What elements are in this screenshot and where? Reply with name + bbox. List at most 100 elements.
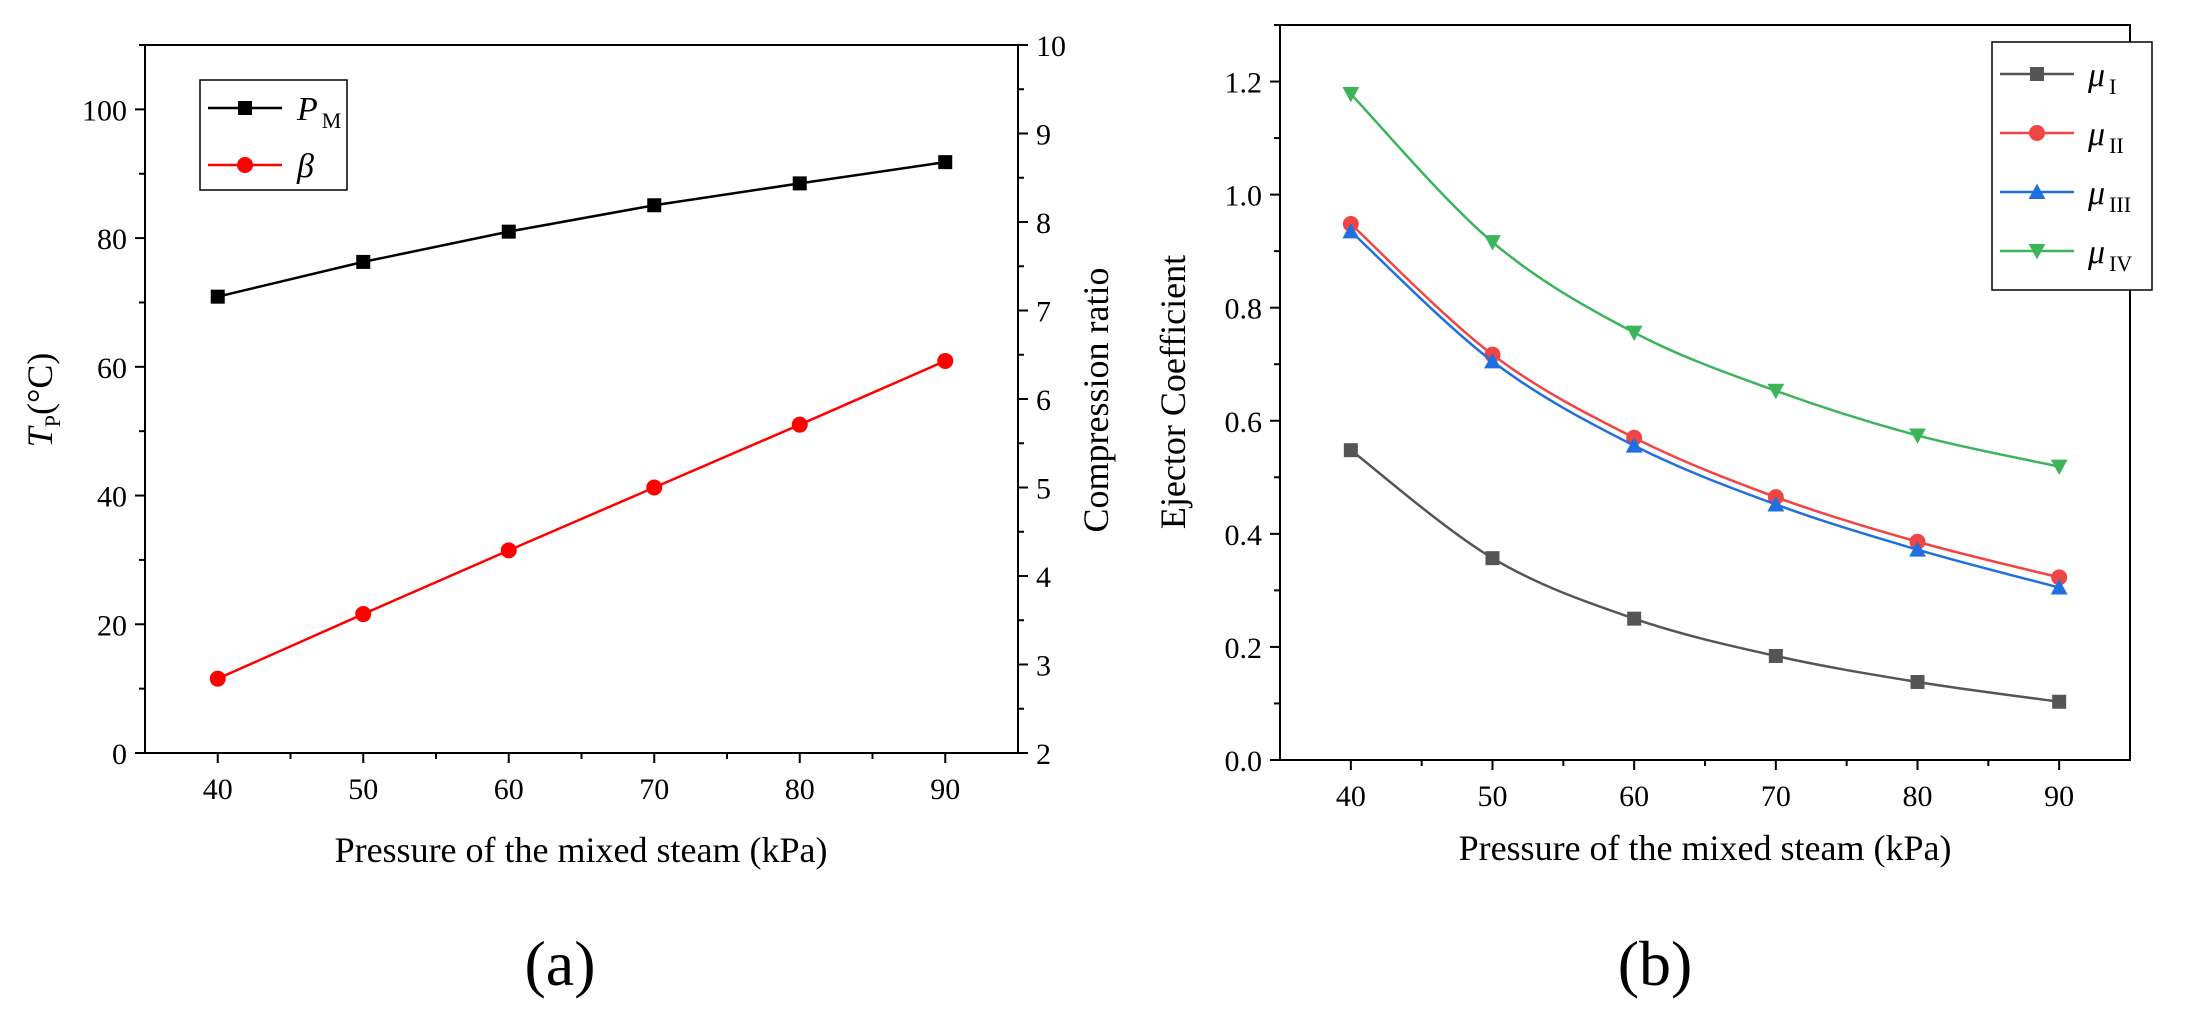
chart-a-point-1 (646, 479, 663, 496)
chart-a-x-tick-label: 80 (785, 773, 815, 806)
chart-b-point-3 (1909, 428, 1926, 444)
chart-b-x-tick-label: 90 (2044, 780, 2074, 813)
chart-a-y2-tick-label: 8 (1036, 207, 1051, 240)
chart-b-point-2 (1625, 437, 1643, 453)
chart-a: 40 50 60 70 80 90 0 20 40 60 80 100 2 3 4 5 6 7 8 9 10 Press… (20, 30, 1116, 999)
chart-b-point-0 (1910, 674, 1925, 689)
chart-b-legend-marker-1 (2029, 125, 2045, 141)
chart-b-y-tick-label: 0.0 (1225, 745, 1263, 778)
chart-a-y-tick-label: 100 (82, 94, 127, 127)
chart-a-legend-marker-0 (238, 101, 252, 115)
chart-b-x-tick-label: 70 (1761, 780, 1791, 813)
chart-a-ylabel-main: T (20, 424, 60, 447)
chart-b-point-3 (1625, 325, 1643, 341)
chart-b-series-line-3 (1349, 93, 2060, 468)
chart-a-y2-tick-label: 5 (1036, 473, 1051, 506)
chart-a-point-0 (938, 155, 953, 170)
chart-a-xlabel: Pressure of the mixed steam (kPa) (335, 830, 828, 870)
chart-b-point-2 (1484, 353, 1501, 369)
chart-a-series-line-0 (217, 160, 946, 298)
chart-a-point-0 (647, 198, 662, 213)
chart-a-point-1 (500, 542, 517, 559)
chart-a-point-0 (501, 224, 516, 239)
chart-a-y2-tick-label: 2 (1036, 738, 1051, 771)
chart-b-y-tick-label: 0.2 (1225, 632, 1263, 665)
chart-b-point-3 (1342, 86, 1360, 103)
chart-b-legend-box (1991, 41, 2153, 291)
chart-a-x-tick-label: 40 (203, 773, 233, 806)
chart-b-marks (1342, 86, 2068, 709)
chart-b-legend-marker-2 (2028, 183, 2046, 199)
chart-a-point-0 (356, 254, 371, 269)
chart-a-marks (209, 155, 954, 687)
chart-a-y2-tick-label: 10 (1036, 30, 1066, 63)
chart-a-x-tick-label: 90 (930, 773, 960, 806)
chart-b-ylabel: Ejector Coefficient (1153, 255, 1193, 529)
chart-a-y2-tick-label: 4 (1036, 561, 1051, 594)
chart-a-x-tick-label: 70 (639, 773, 669, 806)
chart-a-y2label: Compression ratio (1076, 268, 1116, 533)
chart-a-legend-label-1: β (296, 148, 314, 185)
chart-a-y2-tick-label: 3 (1036, 650, 1051, 683)
chart-b-point-3 (1767, 383, 1785, 400)
chart-a-x-tick-label: 50 (348, 773, 378, 806)
chart-b-series-line-2 (1349, 230, 2060, 589)
chart-b-x-tick-label: 40 (1336, 780, 1366, 813)
chart-b-y-tick-label: 1.0 (1225, 180, 1263, 213)
chart-b-point-2 (1909, 541, 1926, 557)
chart-b-point-3 (2050, 459, 2068, 475)
chart-a-point-1 (209, 670, 226, 687)
chart-b-xlabel: Pressure of the mixed steam (kPa) (1459, 828, 1952, 868)
chart-b-legend-marker-0 (2030, 67, 2044, 81)
chart-a-axes: 40 50 60 70 80 90 0 20 40 60 80 100 2 3 4 5 6 7 8 9 10 (82, 30, 1066, 806)
chart-b-point-0 (2052, 694, 2067, 709)
chart-a-y-tick-label: 0 (112, 738, 127, 771)
chart-b-axes: 40 50 60 70 80 90 0.0 0.2 0.4 0.6 0.8 1.0 1.2 (1225, 24, 2074, 813)
chart-a-y2-tick-label: 6 (1036, 384, 1051, 417)
chart-b-point-2 (1342, 222, 1360, 239)
chart-b-x-tick-label: 50 (1478, 780, 1508, 813)
chart-a-ylabel: TP(°C) (20, 353, 65, 448)
chart-b-legend-label-1: μ II (2087, 116, 2124, 158)
chart-a-panel-label: (a) (524, 928, 595, 999)
chart-b-point-0 (1768, 648, 1783, 663)
chart-b-legend: μ I μ II μ III μ IV (1991, 41, 2153, 291)
chart-a-ylabel-rest: (°C) (20, 353, 60, 415)
chart-b-series-line-1 (1349, 223, 2060, 579)
chart-b-panel-label: (b) (1618, 928, 1693, 999)
chart-b-x-tick-label: 60 (1619, 780, 1649, 813)
chart-b-point-2 (1767, 496, 1785, 512)
chart-a-legend-marker-1 (237, 157, 253, 173)
chart-a-y-tick-label: 80 (97, 223, 127, 256)
chart-a-point-1 (937, 352, 954, 369)
chart-b-legend-label-3: μ IV (2087, 234, 2132, 276)
chart-b-point-1 (2051, 569, 2068, 586)
chart-b-legend-marker-3 (2028, 244, 2046, 260)
chart-b-y-tick-label: 0.4 (1225, 519, 1263, 552)
chart-a-point-0 (210, 289, 225, 304)
chart-b-point-0 (1343, 443, 1358, 458)
chart-a-point-0 (792, 176, 807, 191)
chart-b-y-tick-label: 1.2 (1225, 67, 1263, 100)
chart-a-x-tick-label: 60 (494, 773, 524, 806)
chart-a-y-tick-label: 40 (97, 481, 127, 514)
chart-a-ylabel-sub: P (40, 415, 65, 427)
chart-b-point-0 (1485, 551, 1500, 566)
chart-b: 40 50 60 70 80 90 0.0 0.2 0.4 0.6 0.8 1.0 1.2 Pressu… (1153, 24, 2153, 999)
chart-a-point-1 (791, 416, 808, 433)
chart-a-y2-tick-label: 7 (1036, 296, 1051, 329)
chart-b-y-tick-label: 0.8 (1225, 293, 1263, 326)
chart-b-series-line-0 (1350, 449, 2060, 704)
chart-a-series-line-1 (217, 359, 946, 680)
chart-a-legend: P M β (199, 79, 348, 191)
chart-a-point-1 (355, 606, 372, 623)
chart-b-point-2 (2050, 579, 2068, 595)
chart-a-legend-box (199, 79, 348, 191)
chart-a-y2-tick-label: 9 (1036, 119, 1051, 152)
chart-b-x-tick-label: 80 (1903, 780, 1933, 813)
chart-b-legend-label-2: μ III (2087, 175, 2131, 217)
chart-a-y-tick-label: 20 (97, 609, 127, 642)
chart-b-point-3 (1484, 235, 1501, 251)
